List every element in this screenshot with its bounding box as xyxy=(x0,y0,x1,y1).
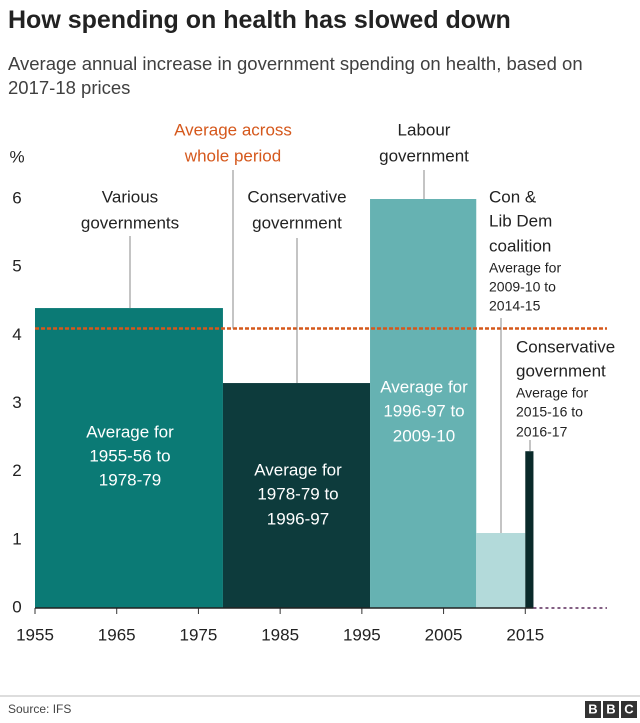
annotation-text: Average for xyxy=(489,260,561,276)
annotation-text: government xyxy=(252,213,342,232)
annotation-text: 1978-79 to xyxy=(257,484,338,503)
x-tick-label: 1965 xyxy=(98,625,136,644)
y-tick-label: 5 xyxy=(12,257,21,276)
annotation-text: Average for xyxy=(254,460,342,479)
bar xyxy=(222,383,371,608)
annotation-text: Labour xyxy=(398,120,451,139)
annotation-text: 1996-97 xyxy=(267,509,329,528)
annotation-text: 2015-16 to xyxy=(516,404,583,420)
annotation-text: government xyxy=(379,146,469,165)
y-tick-label: 6 xyxy=(12,188,21,207)
x-tick-label: 1985 xyxy=(261,625,299,644)
bar xyxy=(35,308,223,608)
chart-subtitle: Average annual increase in government sp… xyxy=(8,53,583,98)
annotation-text: Conservative xyxy=(516,337,615,356)
annotation-text: whole period xyxy=(184,146,281,165)
y-tick-label: 4 xyxy=(12,325,21,344)
annotation-text: 1955-56 to xyxy=(89,446,170,465)
x-tick-label: 2005 xyxy=(425,625,463,644)
annotation-text: Average for xyxy=(86,422,174,441)
logo-box xyxy=(621,701,637,718)
bar xyxy=(476,533,526,608)
y-tick-label: 3 xyxy=(12,393,21,412)
annotation-text: Con & xyxy=(489,187,537,206)
annotation-text: Lib Dem xyxy=(489,211,552,230)
annotation-text: 2009-10 xyxy=(393,426,455,445)
logo-box xyxy=(603,701,619,718)
annotation-text: 2009-10 to xyxy=(489,279,556,295)
annotation-text: government xyxy=(516,361,606,380)
annotation-text: Conservative xyxy=(247,187,346,206)
bar xyxy=(370,199,477,608)
y-tick-label: 1 xyxy=(12,529,21,548)
annotation-text: governments xyxy=(81,213,179,232)
annotation-text: 1978-79 xyxy=(99,470,161,489)
annotation-text: 2016-17 xyxy=(516,424,568,440)
annotation-text: Average for xyxy=(380,377,468,396)
y-unit: % xyxy=(9,147,24,166)
x-tick-label: 1955 xyxy=(16,625,54,644)
annotation-text: 2014-15 xyxy=(489,298,541,314)
y-tick-label: 0 xyxy=(12,597,21,616)
annotation-text: 1996-97 to xyxy=(383,401,464,420)
logo-letter: C xyxy=(624,701,634,716)
x-tick-label: 2015 xyxy=(506,625,544,644)
x-tick-label: 1995 xyxy=(343,625,381,644)
annotation-text: coalition xyxy=(489,236,551,255)
annotation-text: Average for xyxy=(516,385,588,401)
logo-letter: B xyxy=(606,701,615,716)
source: Source: IFS xyxy=(8,702,71,716)
bar xyxy=(525,451,534,608)
x-tick-label: 1975 xyxy=(180,625,218,644)
y-tick-label: 2 xyxy=(12,461,21,480)
chart-title: How spending on health has slowed down xyxy=(8,6,511,34)
annotation-text: Average across xyxy=(174,120,292,139)
logo-box xyxy=(585,701,601,718)
annotation-text: Various xyxy=(102,187,158,206)
logo-letter: B xyxy=(588,701,597,716)
